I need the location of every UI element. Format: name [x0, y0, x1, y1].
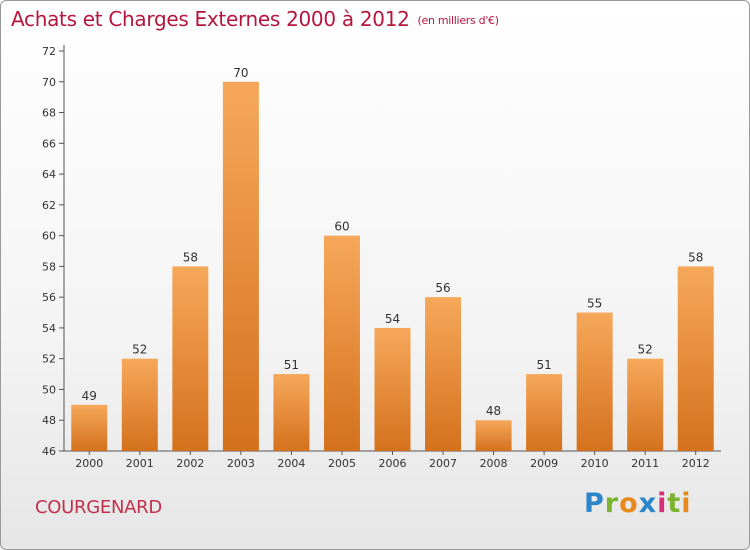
bar: [121, 358, 158, 451]
y-tick-label: 64: [42, 168, 56, 181]
x-tick-label: 2008: [480, 457, 508, 470]
bar: [273, 374, 310, 451]
logo-letter: o: [619, 488, 639, 519]
x-tick-label: 2012: [682, 457, 710, 470]
bar-value-label: 58: [183, 250, 198, 264]
y-tick-label: 58: [42, 260, 56, 273]
bar-value-label: 54: [385, 312, 400, 326]
y-tick-label: 48: [42, 414, 56, 427]
commune-name: COURGENARD: [35, 497, 162, 518]
logo-letter: t: [667, 488, 682, 519]
bar: [627, 358, 664, 451]
bar: [576, 312, 613, 451]
bar-value-label: 56: [435, 281, 450, 295]
y-tick-label: 66: [42, 137, 56, 150]
y-tick-label: 46: [42, 445, 56, 458]
x-tick-label: 2007: [429, 457, 457, 470]
bar: [71, 404, 108, 451]
bar: [526, 374, 563, 451]
y-tick-label: 50: [42, 383, 56, 396]
y-tick-label: 54: [42, 322, 56, 335]
y-tick-label: 72: [42, 45, 56, 58]
bar-value-label: 52: [132, 343, 147, 357]
y-tick-label: 56: [42, 291, 56, 304]
bar-value-label: 49: [82, 389, 97, 403]
bar: [222, 81, 259, 452]
logo-letter: P: [584, 488, 605, 519]
bar-value-label: 52: [638, 343, 653, 357]
bar: [323, 235, 360, 451]
x-tick-label: 2009: [530, 457, 558, 470]
bar: [172, 266, 209, 451]
x-tick-label: 2000: [75, 457, 103, 470]
logo-letter: i: [681, 488, 692, 519]
logo-letter: i: [657, 488, 668, 519]
x-tick-label: 2003: [227, 457, 255, 470]
chart-title-text: Achats et Charges Externes 2000 à 2012: [11, 7, 410, 31]
y-tick-label: 62: [42, 199, 56, 212]
bar: [374, 327, 411, 451]
chart-subtitle: (en milliers d'€): [417, 14, 499, 27]
bar: [677, 266, 714, 451]
x-tick-label: 2002: [176, 457, 204, 470]
bar: [475, 420, 512, 451]
bar-value-label: 70: [233, 66, 248, 80]
bar-value-label: 55: [587, 297, 602, 311]
bar-value-label: 51: [284, 358, 299, 372]
bar: [425, 297, 462, 451]
bar-value-label: 48: [486, 404, 501, 418]
proxiti-logo: Proxiti: [584, 488, 692, 519]
x-tick-label: 2004: [277, 457, 305, 470]
x-tick-label: 2006: [379, 457, 407, 470]
x-tick-label: 2011: [631, 457, 659, 470]
y-tick-label: 68: [42, 107, 56, 120]
bar-value-label: 58: [688, 250, 703, 264]
y-tick-label: 70: [42, 76, 56, 89]
logo-letter: x: [638, 488, 658, 519]
bar-value-label: 51: [536, 358, 551, 372]
bar-value-label: 60: [334, 220, 349, 234]
x-tick-label: 2001: [126, 457, 154, 470]
x-tick-label: 2010: [581, 457, 609, 470]
y-tick-label: 60: [42, 230, 56, 243]
logo-letter: r: [604, 488, 620, 519]
chart-title: Achats et Charges Externes 2000 à 2012 (e…: [11, 7, 499, 31]
x-tick-label: 2005: [328, 457, 356, 470]
y-tick-label: 52: [42, 353, 56, 366]
